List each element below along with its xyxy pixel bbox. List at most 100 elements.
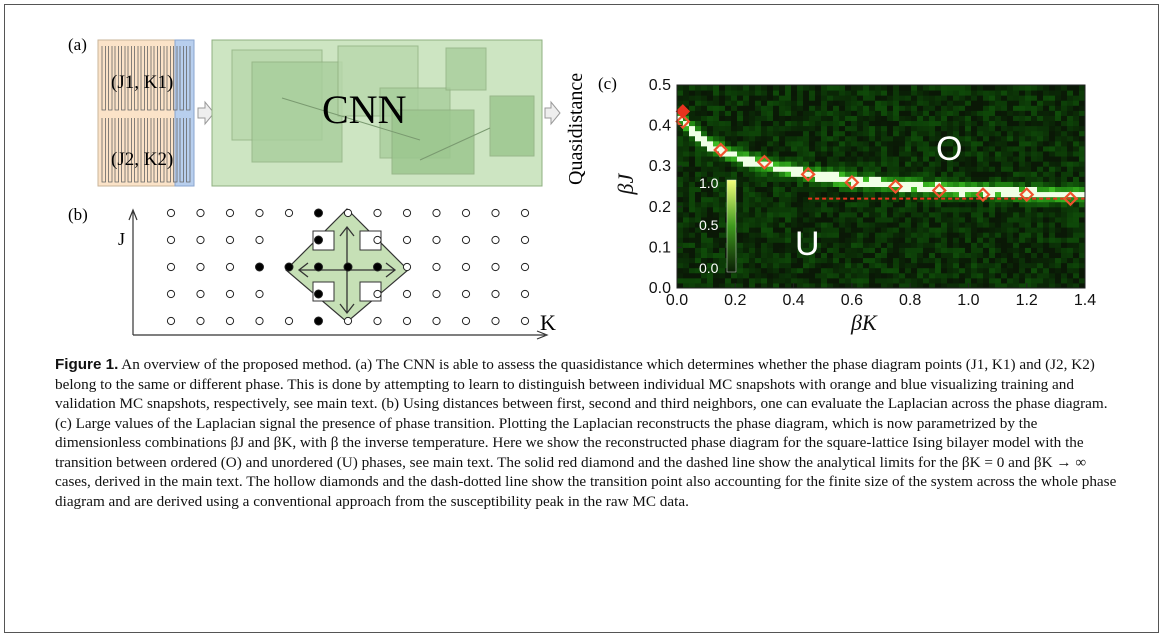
- cnn-block: [211, 39, 543, 187]
- panel-c-label: (c): [598, 74, 617, 93]
- lattice-point: [225, 208, 235, 218]
- y-tick-label: 0.0: [649, 280, 671, 297]
- arrow-to-cnn-icon: [197, 100, 215, 126]
- hollow-diamond-marker: [713, 142, 729, 158]
- x-tick-label: 0.2: [724, 292, 746, 309]
- lattice-point: [432, 289, 441, 299]
- lattice-point: [373, 316, 382, 326]
- y-tick-label: 0.3: [649, 158, 671, 175]
- panel-a-label: (a): [68, 35, 87, 54]
- lattice-point: [284, 208, 294, 218]
- lattice-point: [225, 262, 235, 272]
- y-tick-label: 0.4: [649, 118, 671, 135]
- lattice-point: [491, 316, 500, 326]
- lattice-point: [520, 316, 530, 326]
- lattice-point: [196, 316, 205, 326]
- arrow-to-output-icon: [544, 100, 561, 126]
- cnn-label: CNN: [322, 87, 406, 132]
- lattice-x-label: K: [540, 310, 556, 335]
- y-axis-title: βJ: [613, 173, 638, 196]
- lattice-point: [402, 289, 412, 299]
- lattice-point: [461, 235, 471, 245]
- lattice-point: [491, 208, 500, 218]
- hollow-diamond-marker: [888, 178, 904, 195]
- x-tick-label: 1.2: [1016, 292, 1038, 309]
- caption-text: An overview of the proposed method. (a) …: [55, 356, 1117, 510]
- lattice-point: [166, 208, 176, 218]
- lattice-point: [461, 289, 471, 299]
- lattice-point: [196, 262, 205, 272]
- hollow-diamond-marker: [756, 154, 772, 170]
- lattice-point: [373, 289, 382, 299]
- colorbar-tick-1: 1.0: [699, 175, 719, 191]
- lattice-point: [166, 316, 176, 326]
- lattice-point: [255, 235, 264, 245]
- lattice-point: [284, 316, 294, 326]
- lattice-point: [461, 316, 471, 326]
- lattice-point: [520, 289, 530, 299]
- lattice-point: [373, 208, 382, 218]
- quasidistance-label: Quasidistance: [565, 73, 587, 185]
- lattice-points: [166, 208, 530, 326]
- lattice-point: [166, 289, 176, 299]
- lattice-point: [402, 235, 412, 245]
- x-tick-label: 0.6: [841, 292, 863, 309]
- snapshot-stack-training: [97, 39, 195, 187]
- solid-diamond-marker: [675, 104, 691, 119]
- pair-2-label: (J2, K2): [111, 149, 173, 170]
- x-tick-label: 0.8: [899, 292, 921, 309]
- lattice-point: [196, 208, 205, 218]
- lattice-point: [225, 289, 235, 299]
- lattice-point: [432, 235, 441, 245]
- plot-frame: [676, 84, 1086, 289]
- lattice-point: [166, 262, 176, 272]
- lattice-point: [196, 235, 205, 245]
- hollow-diamond-marker: [844, 174, 860, 190]
- x-tick-label: 0.0: [666, 292, 688, 309]
- panel-b-label: (b): [68, 205, 88, 224]
- y-tick-label: 0.2: [649, 199, 671, 216]
- lattice-point-neighbor: [284, 262, 294, 272]
- lattice-point: [402, 262, 412, 272]
- lattice-point: [432, 208, 441, 218]
- hollow-diamond-marker: [1062, 191, 1078, 207]
- colorbar: [726, 179, 737, 273]
- colorbar-tick-2: 0.5: [699, 217, 719, 233]
- hollow-diamond-marker: [675, 113, 691, 130]
- lattice-point: [491, 262, 500, 272]
- figure-label: Figure 1.: [55, 356, 119, 373]
- lattice-point: [461, 262, 471, 272]
- hollow-diamond-marker: [931, 183, 947, 199]
- lattice-point-neighbor: [314, 316, 323, 326]
- lattice-point: [225, 316, 235, 326]
- y-tick-label: 0.1: [649, 239, 671, 256]
- lattice-point: [255, 208, 264, 218]
- lattice-point: [432, 316, 441, 326]
- y-tick-label: 0.5: [649, 77, 671, 94]
- lattice-y-label: J: [118, 229, 125, 249]
- lattice-point: [343, 316, 353, 326]
- lattice-axes: [128, 208, 549, 340]
- x-axis-title: βK: [850, 310, 878, 335]
- x-tick-label: 0.4: [782, 292, 804, 309]
- lattice-point-neighbor: [255, 262, 264, 272]
- hollow-diamond-marker: [975, 187, 991, 203]
- lattice-point: [520, 235, 530, 245]
- figure-caption: Figure 1. An overview of the proposed me…: [55, 355, 1125, 511]
- lattice-point: [166, 235, 176, 245]
- snapshot-zigzags: [101, 46, 191, 183]
- phase-diagram-overlay: [675, 104, 1085, 207]
- lattice-point: [402, 208, 412, 218]
- lattice-point: [432, 262, 441, 272]
- pair-1-label: (J1, K1): [111, 72, 173, 93]
- phase-diagram-heatmap: [677, 85, 1085, 288]
- lattice-point: [461, 208, 471, 218]
- lattice-point: [255, 316, 264, 326]
- lattice-point: [491, 289, 500, 299]
- hollow-diamond-marker: [1019, 187, 1035, 203]
- lattice-point: [520, 208, 530, 218]
- lattice-point-neighbor: [314, 289, 323, 299]
- region-unordered-label: U: [795, 225, 820, 263]
- lattice-point: [373, 235, 382, 245]
- x-tick-label: 1.4: [1074, 292, 1096, 309]
